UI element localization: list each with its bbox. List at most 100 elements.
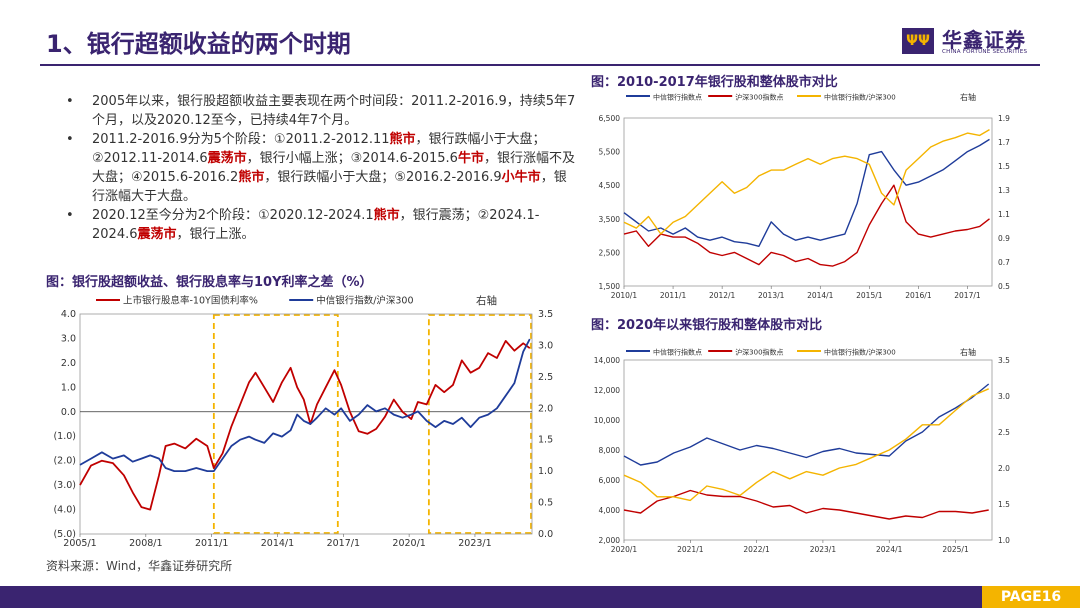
series-line xyxy=(79,338,531,473)
right-axis-tick-label: 0.5 xyxy=(998,282,1010,291)
series-line xyxy=(623,489,989,520)
left-axis-tick-label: 12,000 xyxy=(594,386,620,395)
legend-label: 中信银行指数点 xyxy=(653,348,702,357)
left-axis-tick-label: 8,000 xyxy=(599,446,621,455)
left-axis-tick-label: 0.0 xyxy=(61,407,76,418)
right-axis-tick-label: 1.7 xyxy=(998,138,1010,147)
right-axis-tick-label: 1.1 xyxy=(998,210,1010,219)
right-axis-tick-label: 3.0 xyxy=(538,340,553,351)
series-line xyxy=(623,388,989,502)
bullet-text: 2005年以来，银行股超额收益主要表现在两个时间段：2011.2-2016.9，… xyxy=(92,94,576,128)
right-axis-tick-label: 0.9 xyxy=(998,234,1010,243)
right-axis-tick-label: 2.0 xyxy=(998,464,1010,473)
left-axis-tick-label: 2,500 xyxy=(599,248,621,257)
x-axis-tick-label: 2010/1 xyxy=(611,291,638,300)
x-axis-tick-label: 2020/1 xyxy=(392,538,425,549)
chart-2010-2017: 6,500 5,500 4,500 3,500 2,500 1,500 1.9 1.7 1.5 1… xyxy=(599,92,1011,300)
right-axis-label: 右轴 xyxy=(476,294,497,307)
x-axis-tick-label: 2016/1 xyxy=(905,291,932,300)
left-axis-tick-label: 4,000 xyxy=(599,506,621,515)
x-axis-tick-label: 2023/1 xyxy=(458,538,491,549)
right-axis-tick-label: 2.0 xyxy=(538,403,553,414)
x-axis-tick-label: 2011/1 xyxy=(660,291,687,300)
bullet-text: ，银行上涨。 xyxy=(176,227,255,242)
x-axis-tick-label: 2024/1 xyxy=(876,545,903,554)
left-axis-tick-label: (3.0) xyxy=(53,480,76,491)
right-axis-tick-label: 0.7 xyxy=(998,258,1010,267)
logo-name-en: CHINA FORTUNE SECURITIES xyxy=(942,49,1028,55)
market-phase-label: 牛市 xyxy=(457,151,484,166)
page-title: 1、银行超额收益的两个时期 xyxy=(46,30,351,58)
right-axis-tick-label: 1.3 xyxy=(998,186,1010,195)
x-axis-tick-label: 2017/1 xyxy=(327,538,360,549)
highlight-period-box xyxy=(212,314,339,534)
market-phase-label: 熊市 xyxy=(389,132,416,147)
chart-excess-return: 4.0 3.0 2.0 1.0 0.0 (1.0) (2.0) (3.0) (4.0) (5.0)… xyxy=(53,294,553,549)
footer-bar xyxy=(0,586,1080,608)
right-axis-tick-label: 1.5 xyxy=(998,162,1010,171)
chart1-title: 图：银行股超额收益、银行股息率与10Y利率之差（%） xyxy=(46,275,373,290)
logo-name-cn: 华鑫证券 xyxy=(942,28,1026,52)
bullet-text: ，银行涨幅大于大盘。 xyxy=(92,170,567,204)
x-axis-tick-label: 2020/1 xyxy=(611,545,638,554)
left-axis-tick-label: 3.0 xyxy=(61,333,76,344)
left-axis-tick-label: 4.0 xyxy=(61,309,76,320)
x-axis-tick-label: 2013/1 xyxy=(758,291,785,300)
right-axis-tick-label: 3.0 xyxy=(998,392,1010,401)
x-axis-tick-label: 2008/1 xyxy=(129,538,162,549)
left-axis-tick-label: 1.0 xyxy=(61,382,76,393)
series-line xyxy=(623,383,990,466)
series-line xyxy=(623,128,990,235)
legend-label: 中信银行指数点 xyxy=(653,93,702,102)
chart2-title: 图：2010-2017年银行股和整体股市对比 xyxy=(591,75,838,90)
legend-label: 中信银行指数/沪深300 xyxy=(316,295,413,307)
right-axis-tick-label: 1.0 xyxy=(538,466,553,477)
right-axis-tick-label: 0.5 xyxy=(538,498,553,509)
right-axis-tick-label: 2.5 xyxy=(998,428,1010,437)
x-axis-tick-label: 2012/1 xyxy=(709,291,736,300)
left-axis-tick-label: (2.0) xyxy=(53,456,76,467)
market-phase-label: 熊市 xyxy=(373,208,400,223)
series-line xyxy=(623,184,990,267)
legend-label: 沪深300指数点 xyxy=(735,348,783,357)
right-axis-tick-label: 3.5 xyxy=(538,309,553,320)
x-axis-tick-label: 2014/1 xyxy=(807,291,834,300)
bullet-text: 2020.12至今分为2个阶段：①2020.12-2024.1 xyxy=(92,208,374,223)
x-axis-tick-label: 2021/1 xyxy=(677,545,704,554)
plot-frame xyxy=(623,117,993,287)
x-axis-tick-label: 2023/1 xyxy=(810,545,837,554)
chart-2020-now: 14,000 12,000 10,000 8,000 6,000 4,000 2,000 3.… xyxy=(594,347,1010,554)
left-axis-tick-label: 6,500 xyxy=(599,114,621,123)
page-number: PAGE16 xyxy=(982,586,1080,608)
bullet-item: 2011.2-2016.9分为5个阶段：①2011.2-2012.11熊市，银行… xyxy=(64,130,576,206)
bullet-text: ，银行跌幅小于大盘；②2012.11-2014.6 xyxy=(92,132,546,166)
logo-mark-icon: ΨΨ xyxy=(902,28,934,54)
right-axis-label: 右轴 xyxy=(960,92,976,102)
left-axis-tick-label: (5.0) xyxy=(53,529,76,540)
bullet-text: ，银行跌幅小于大盘；⑤2016.2-2016.9 xyxy=(264,170,502,185)
company-logo: ΨΨ 华鑫证券 CHINA FORTUNE SECURITIES xyxy=(902,24,1042,60)
right-axis-tick-label: 1.5 xyxy=(998,500,1010,509)
series-line xyxy=(79,340,531,511)
left-axis-tick-label: (1.0) xyxy=(53,431,76,442)
left-axis-tick-label: 4,500 xyxy=(599,181,621,190)
plot-frame xyxy=(623,359,993,541)
market-phase-label: 震荡市 xyxy=(207,151,247,166)
market-phase-label: 小牛市 xyxy=(501,170,541,185)
market-phase-label: 熊市 xyxy=(238,170,265,185)
left-axis-tick-label: 2,000 xyxy=(599,536,621,545)
x-axis-tick-label: 2022/1 xyxy=(743,545,770,554)
x-axis-tick-label: 2011/1 xyxy=(195,538,228,549)
bullet-text: ，银行小幅上涨；③2014.6-2015.6 xyxy=(246,151,458,166)
right-axis-tick-label: 0.0 xyxy=(538,529,553,540)
series-line xyxy=(623,138,990,248)
plot-frame xyxy=(79,313,533,535)
legend-label: 沪深300指数点 xyxy=(735,93,783,102)
right-axis-tick-label: 2.5 xyxy=(538,372,553,383)
left-axis-tick-label: 5,500 xyxy=(599,148,621,157)
bullet-item: 2005年以来，银行股超额收益主要表现在两个时间段：2011.2-2016.9，… xyxy=(64,92,576,130)
right-axis-tick-label: 1.9 xyxy=(998,114,1010,123)
chart3-title: 图：2020年以来银行股和整体股市对比 xyxy=(591,318,823,333)
source-note: 资料来源：Wind，华鑫证券研究所 xyxy=(46,559,233,573)
left-axis-tick-label: (4.0) xyxy=(53,505,76,516)
